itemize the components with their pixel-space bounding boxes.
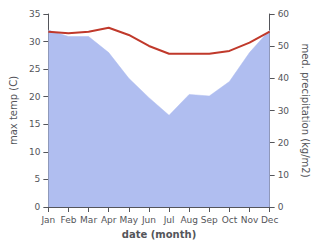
- svg-text:Sep: Sep: [201, 215, 218, 225]
- svg-text:5: 5: [35, 174, 41, 184]
- svg-text:Jan: Jan: [40, 215, 55, 225]
- svg-text:Jul: Jul: [163, 215, 175, 225]
- svg-text:20: 20: [278, 138, 290, 148]
- svg-text:Mar: Mar: [80, 215, 97, 225]
- svg-text:max temp (C): max temp (C): [8, 76, 19, 145]
- svg-text:15: 15: [29, 119, 40, 129]
- svg-text:Oct: Oct: [222, 215, 238, 225]
- svg-text:Dec: Dec: [261, 215, 278, 225]
- svg-text:Apr: Apr: [101, 215, 117, 225]
- svg-text:Nov: Nov: [241, 215, 259, 225]
- svg-text:10: 10: [29, 147, 41, 157]
- svg-text:25: 25: [29, 64, 40, 74]
- svg-text:Jun: Jun: [141, 215, 156, 225]
- svg-text:10: 10: [278, 170, 290, 180]
- svg-text:med. precipitation (kg/m2): med. precipitation (kg/m2): [300, 43, 311, 177]
- svg-text:60: 60: [278, 9, 290, 19]
- svg-text:May: May: [120, 215, 139, 225]
- svg-text:30: 30: [29, 37, 41, 47]
- svg-text:30: 30: [278, 106, 290, 116]
- svg-text:40: 40: [278, 73, 290, 83]
- svg-text:date (month): date (month): [122, 229, 196, 240]
- svg-text:50: 50: [278, 41, 290, 51]
- svg-text:20: 20: [29, 92, 41, 102]
- svg-text:0: 0: [35, 202, 41, 212]
- svg-text:35: 35: [29, 9, 40, 19]
- svg-text:Aug: Aug: [180, 215, 198, 225]
- svg-text:0: 0: [278, 202, 284, 212]
- svg-text:Feb: Feb: [61, 215, 77, 225]
